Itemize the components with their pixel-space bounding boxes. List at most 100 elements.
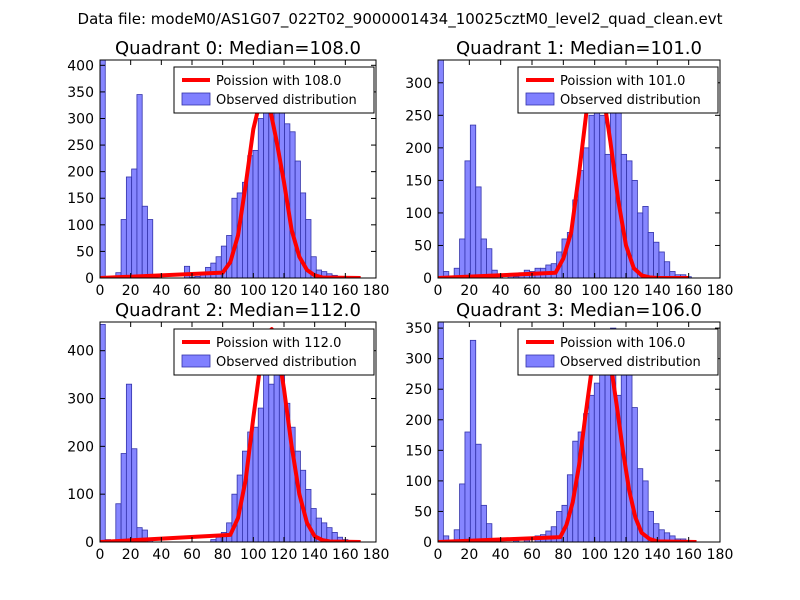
histogram-bar	[442, 535, 450, 542]
panel-quadrant-0: 0 20 40 60 80 100 120 140 160 1800501001502002503…	[67, 38, 389, 299]
histogram-bar	[310, 256, 317, 278]
y-tick-label: 50	[76, 244, 94, 260]
histogram-bar	[588, 394, 595, 542]
histogram-bar	[604, 153, 611, 278]
y-tick-label: 0	[423, 535, 432, 551]
legend: Poission with 112.0 Observed distribution	[173, 328, 375, 376]
histogram-bar	[263, 91, 270, 278]
y-tick-label: 0	[423, 271, 432, 287]
y-tick-label: 300	[67, 111, 94, 127]
histogram-bar	[658, 251, 665, 278]
y-tick-label: 0	[85, 535, 94, 551]
axes-frame	[99, 59, 377, 279]
legend-observed-swatch	[181, 354, 211, 368]
panel-quadrant-1: 0 20 40 60 80 100 120 140 160 180 0 50 100 150 200 250 3…	[405, 38, 733, 299]
y-tick-label: 200	[405, 141, 432, 157]
histogram-bar	[464, 431, 471, 542]
legend-observed-label: Observed distribution	[560, 93, 701, 108]
histogram-bar	[120, 453, 127, 542]
histogram-bar	[115, 503, 122, 542]
x-tick-label: 0	[96, 283, 105, 299]
x-tick-label: 140	[644, 283, 671, 299]
histogram-bar	[125, 383, 133, 542]
legend-observed-label: Observed distribution	[560, 355, 701, 370]
x-tick-label: 120	[271, 547, 298, 563]
x-tick-label: 120	[271, 283, 298, 299]
x-tick-label: 20	[460, 547, 478, 563]
legend-poisson-label: Poission with 106.0	[560, 336, 685, 351]
x-tick-label: 120	[613, 283, 640, 299]
histogram-bar	[550, 526, 557, 542]
y-tick-label: 200	[405, 413, 432, 429]
x-tick-label: 180	[707, 547, 734, 563]
panel-title: Quadrant 2: Median=112.0	[115, 300, 361, 321]
x-tick-label: 20	[122, 283, 140, 299]
panel-quadrant-3: 0 20 40 60 80 100 120 140 160 180 0 50 100 150 200 250 3…	[405, 300, 733, 563]
x-tick-label: 180	[363, 283, 390, 299]
y-tick-label: 50	[414, 504, 432, 520]
histogram-bar	[599, 358, 606, 542]
y-tick-label: 250	[405, 382, 432, 398]
histogram-bar	[257, 407, 264, 542]
x-tick-label: 80	[554, 547, 572, 563]
y-tick-label: 350	[67, 85, 94, 101]
histogram-bar	[215, 536, 222, 542]
x-tick-label: 160	[675, 547, 702, 563]
x-tick-label: 40	[492, 547, 510, 563]
y-tick-label: 300	[405, 76, 432, 92]
histogram-bar	[480, 238, 487, 278]
x-tick-label: 140	[301, 283, 328, 299]
y-tick-label: 300	[405, 352, 432, 368]
x-tick-label: 180	[363, 547, 390, 563]
histogram-bar	[438, 322, 444, 542]
x-tick-label: 40	[152, 547, 170, 563]
histogram-bar	[125, 176, 133, 278]
legend-poisson-label: Poission with 108.0	[216, 74, 341, 89]
y-tick-label: 250	[67, 138, 94, 154]
axes-frame	[99, 321, 377, 543]
x-tick-label: 0	[434, 547, 443, 563]
y-tick-label: 300	[67, 392, 94, 408]
legend-observed-swatch	[525, 92, 555, 106]
histogram-bar	[147, 219, 154, 278]
histogram-bar	[289, 131, 296, 278]
panel-title: Quadrant 3: Median=106.0	[456, 300, 702, 321]
y-tick-label: 200	[67, 439, 94, 455]
histogram-bar	[459, 483, 466, 542]
x-tick-label: 140	[644, 547, 671, 563]
suptitle: Data file: modeM0/AS1G07_022T02_90000014…	[78, 10, 723, 29]
legend: Poission with 108.0 Observed distribution	[173, 66, 375, 114]
legend-observed-swatch	[181, 92, 211, 106]
x-tick-label: 60	[183, 547, 201, 563]
y-tick-label: 350	[405, 321, 432, 337]
y-tick-label: 150	[405, 443, 432, 459]
x-tick-label: 0	[434, 283, 443, 299]
histogram-bar	[469, 124, 477, 278]
histogram-bar	[663, 261, 671, 278]
x-tick-label: 40	[152, 283, 170, 299]
y-tick-label: 100	[67, 487, 94, 503]
legend-poisson-label: Poission with 112.0	[216, 336, 341, 351]
panel-quadrant-2: 0 20 40 60 80 100 120 140 160 1800100200300400Qua…	[67, 300, 389, 563]
y-tick-label: 50	[414, 238, 432, 254]
y-tick-label: 200	[67, 165, 94, 181]
histogram-bar	[136, 94, 143, 278]
histogram-bar	[475, 186, 482, 278]
histogram-bar	[131, 168, 138, 278]
histogram-bar	[475, 443, 482, 542]
x-tick-label: 0	[96, 547, 105, 563]
x-tick-label: 80	[214, 547, 232, 563]
x-tick-label: 40	[492, 283, 510, 299]
y-tick-label: 100	[405, 474, 432, 490]
x-tick-label: 20	[122, 547, 140, 563]
y-tick-label: 150	[405, 173, 432, 189]
plot-area	[438, 322, 697, 542]
x-tick-label: 140	[301, 547, 328, 563]
histogram-bar	[480, 504, 487, 542]
histogram-bar	[653, 241, 660, 278]
x-tick-label: 180	[707, 283, 734, 299]
x-tick-label: 80	[554, 283, 572, 299]
panel-title: Quadrant 0: Median=108.0	[115, 38, 361, 59]
legend-observed-label: Observed distribution	[216, 93, 357, 108]
histogram-bar	[100, 323, 106, 542]
